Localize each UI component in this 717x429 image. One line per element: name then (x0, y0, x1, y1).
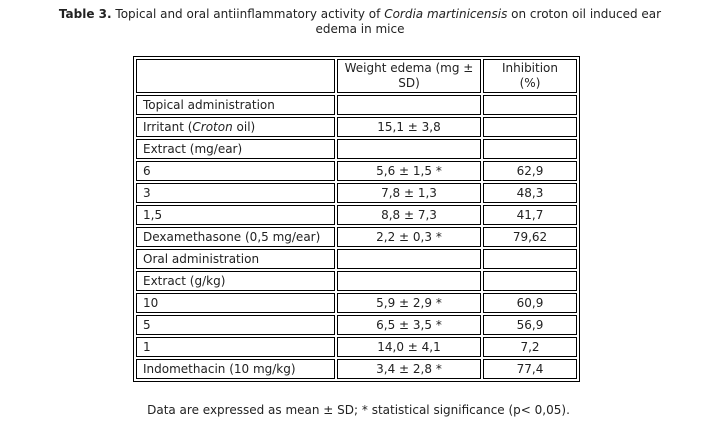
table-cell: Extract (mg/ear) (136, 139, 335, 159)
data-table: Weight edema (mg ± SD) Inhibition (%) Topi… (133, 56, 580, 382)
table-cell (483, 117, 577, 137)
table-row: Irritant (Croton oil) 15,1 ± 3,8 (136, 117, 577, 137)
table-row: Weight edema (mg ± SD) Inhibition (%) (136, 59, 577, 93)
table-row: 3 7,8 ± 1,3 48,3 (136, 183, 577, 203)
table-cell: Dexamethasone (0,5 mg/ear) (136, 227, 335, 247)
caption-text: on croton oil induced ear edema in mice (315, 7, 662, 36)
table-row: Extract (g/kg) (136, 271, 577, 291)
table-cell: 1,5 (136, 205, 335, 225)
table-cell: Irritant (Croton oil) (136, 117, 335, 137)
table-row: Extract (mg/ear) (136, 139, 577, 159)
table-row: 10 5,9 ± 2,9 * 60,9 (136, 293, 577, 313)
table-cell (337, 95, 481, 115)
caption-label: Table 3. (58, 7, 112, 21)
table-cell: 41,7 (483, 205, 577, 225)
table-cell (337, 249, 481, 269)
table-row: 5 6,5 ± 3,5 * 56,9 (136, 315, 577, 335)
table-cell: 2,2 ± 0,3 * (337, 227, 481, 247)
table-cell: 5,6 ± 1,5 * (337, 161, 481, 181)
table-row: 1,5 8,8 ± 7,3 41,7 (136, 205, 577, 225)
table-row: 6 5,6 ± 1,5 * 62,9 (136, 161, 577, 181)
table-cell: 48,3 (483, 183, 577, 203)
table-cell: 3,4 ± 2,8 * (337, 359, 481, 379)
table-cell (483, 249, 577, 269)
table-cell (483, 271, 577, 291)
table-cell: 10 (136, 293, 335, 313)
table-cell: 6,5 ± 3,5 * (337, 315, 481, 335)
table-cell: 8,8 ± 7,3 (337, 205, 481, 225)
table-cell: 79,62 (483, 227, 577, 247)
table-cell: 1 (136, 337, 335, 357)
caption-text: Topical and oral antiinflammatory activi… (115, 7, 381, 21)
table-cell: 7,8 ± 1,3 (337, 183, 481, 203)
table-cell: 77,4 (483, 359, 577, 379)
caption: Table 3. Topical and oral antiinflammato… (40, 7, 680, 37)
table-cell (483, 139, 577, 159)
table-cell: Weight edema (mg ± SD) (337, 59, 481, 93)
table-cell: Extract (g/kg) (136, 271, 335, 291)
table-row: Indomethacin (10 mg/kg) 3,4 ± 2,8 * 77,4 (136, 359, 577, 379)
table-cell: 56,9 (483, 315, 577, 335)
table-cell: 6 (136, 161, 335, 181)
table-cell (337, 271, 481, 291)
table-cell: 3 (136, 183, 335, 203)
table-cell: 7,2 (483, 337, 577, 357)
cell-italic: Croton (192, 119, 233, 134)
cell-text: oil) (236, 119, 256, 134)
table-cell: Inhibition (%) (483, 59, 577, 93)
table-row: 1 14,0 ± 4,1 7,2 (136, 337, 577, 357)
table-row: Oral administration (136, 249, 577, 269)
table-cell: 60,9 (483, 293, 577, 313)
table-cell: 14,0 ± 4,1 (337, 337, 481, 357)
table-cell: Oral administration (136, 249, 335, 269)
table-cell: Topical administration (136, 95, 335, 115)
table-cell (483, 95, 577, 115)
cell-text: Irritant ( (143, 119, 193, 134)
table-cell: 5 (136, 315, 335, 335)
table-cell: Indomethacin (10 mg/kg) (136, 359, 335, 379)
table-cell: 62,9 (483, 161, 577, 181)
caption-species: Cordia martinicensis (384, 7, 508, 21)
table-cell (337, 139, 481, 159)
table-cell: 5,9 ± 2,9 * (337, 293, 481, 313)
table-cell (136, 59, 335, 93)
table-row: Topical administration (136, 95, 577, 115)
table-row: Dexamethasone (0,5 mg/ear) 2,2 ± 0,3 * 79,… (136, 227, 577, 247)
footnote: Data are expressed as mean ± SD; * stati… (147, 403, 570, 417)
table-cell: 15,1 ± 3,8 (337, 117, 481, 137)
